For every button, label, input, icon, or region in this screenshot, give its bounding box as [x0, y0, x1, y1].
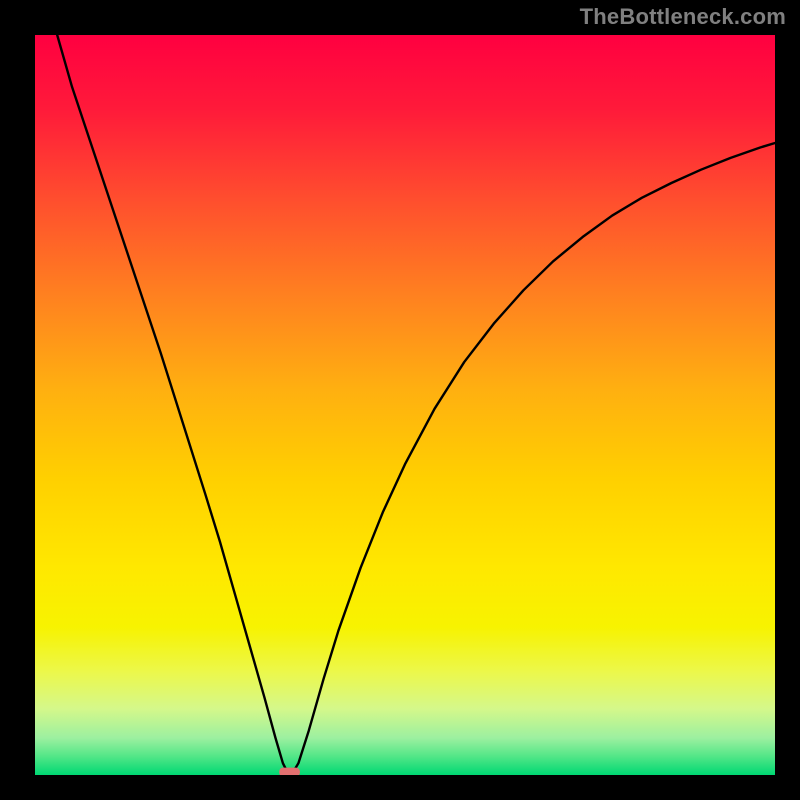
- minimum-marker: [279, 768, 300, 775]
- watermark-text: TheBottleneck.com: [580, 4, 786, 30]
- chart-container: TheBottleneck.com: [0, 0, 800, 800]
- plot-svg: [35, 35, 775, 775]
- gradient-background: [35, 35, 775, 775]
- plot-area: [35, 35, 775, 775]
